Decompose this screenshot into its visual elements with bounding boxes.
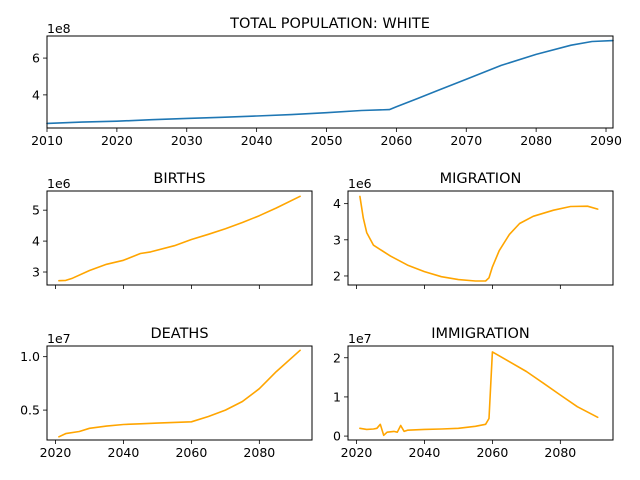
population-series-line <box>46 39 614 125</box>
immigration-offset-label: 1e7 <box>348 331 372 346</box>
immigration-x-tick-label: 2020 <box>341 445 373 460</box>
migration-series-line <box>359 195 599 282</box>
population-x-tick-label: 2080 <box>520 133 552 148</box>
population-y-tick-label: 6 <box>32 51 40 66</box>
immigration-series-line <box>359 351 599 437</box>
immigration-y-tick-label: 1 <box>333 389 341 404</box>
deaths-y-tick-label: 1.0 <box>20 349 40 364</box>
births-y-tick-label: 5 <box>32 203 40 218</box>
migration-plot-frame <box>347 190 614 286</box>
population-title: TOTAL POPULATION: WHITE <box>229 16 430 32</box>
deaths-plot-frame <box>46 345 313 441</box>
migration-y-tick-label: 3 <box>333 232 341 247</box>
deaths-series-line <box>58 349 301 438</box>
immigration-x-tick-label: 2060 <box>476 445 508 460</box>
births-y-tick-label: 4 <box>32 234 40 249</box>
population-chart: TOTAL POPULATION: WHITE 1e8 2010 2020 2030 20… <box>31 16 622 148</box>
births-y-tick-label: 3 <box>32 265 40 280</box>
deaths-x-tick-label: 2020 <box>40 445 72 460</box>
immigration-chart: IMMIGRATION 1e7 2020 2040 2060 2080 0 1 2 <box>333 326 614 460</box>
deaths-x-tick-label: 2080 <box>243 445 275 460</box>
births-title: BIRTHS <box>153 171 205 187</box>
population-x-tick-label: 2090 <box>590 133 622 148</box>
population-y-tick-label: 4 <box>32 87 40 102</box>
deaths-x-tick-label: 2040 <box>108 445 140 460</box>
deaths-title: DEATHS <box>150 326 208 342</box>
population-offset-label: 1e8 <box>47 21 71 36</box>
deaths-x-tick-label: 2060 <box>175 445 207 460</box>
immigration-x-tick-label: 2080 <box>544 445 576 460</box>
births-offset-label: 1e6 <box>47 176 71 191</box>
migration-offset-label: 1e6 <box>348 176 372 191</box>
population-x-tick-label: 2050 <box>311 133 343 148</box>
deaths-offset-label: 1e7 <box>47 331 71 346</box>
immigration-y-tick-label: 0 <box>333 429 341 444</box>
population-x-tick-label: 2010 <box>31 133 63 148</box>
population-plot-frame <box>46 35 614 129</box>
population-x-tick-label: 2060 <box>380 133 412 148</box>
population-x-tick-label: 2070 <box>450 133 482 148</box>
migration-title: MIGRATION <box>440 171 522 187</box>
births-chart: BIRTHS 1e6 3 4 5 <box>32 171 313 289</box>
migration-chart: MIGRATION 1e6 2 3 4 <box>333 171 614 289</box>
immigration-title: IMMIGRATION <box>431 326 529 342</box>
immigration-x-tick-label: 2040 <box>409 445 441 460</box>
births-plot-frame <box>46 190 313 286</box>
immigration-y-tick-label: 2 <box>333 350 341 365</box>
population-x-tick-label: 2040 <box>241 133 273 148</box>
migration-y-tick-label: 2 <box>333 268 341 283</box>
migration-y-tick-label: 4 <box>333 196 341 211</box>
population-x-tick-label: 2030 <box>171 133 203 148</box>
population-x-tick-label: 2020 <box>101 133 133 148</box>
births-series-line <box>58 195 301 282</box>
deaths-chart: DEATHS 1e7 2020 2040 2060 2080 0.5 1.0 <box>20 326 313 460</box>
deaths-y-tick-label: 0.5 <box>20 403 40 418</box>
immigration-plot-frame <box>347 345 614 441</box>
